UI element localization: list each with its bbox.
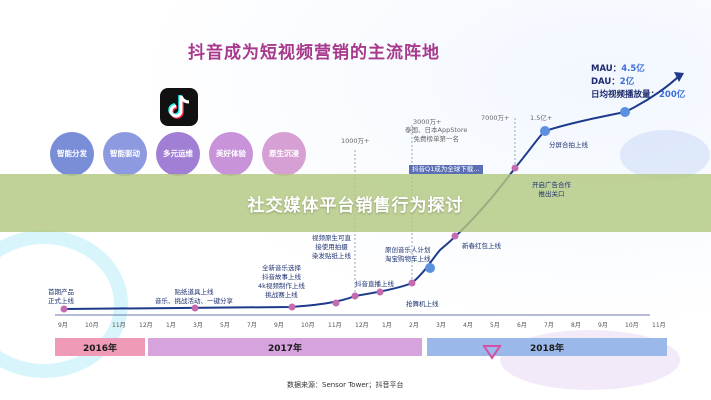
- growth-curve: [63, 74, 681, 310]
- year-bar-2017: [148, 338, 422, 356]
- month-tick-label: 5月: [220, 322, 230, 329]
- year-label-2018: 2018年: [529, 343, 565, 354]
- year-bar-2016: [55, 338, 145, 356]
- month-tick-label: 12月: [139, 322, 153, 329]
- users-70m-label: 7000万+: [481, 114, 510, 122]
- year-label-2017: 2017年: [267, 343, 303, 354]
- users-150m-label: 1.5亿+: [530, 114, 553, 122]
- stat-dau: DAU：2亿: [591, 77, 635, 87]
- month-tick-label: 9月: [274, 322, 284, 329]
- event-label: 首期产品 正式上线: [48, 288, 74, 305]
- feature-circle: 美好体验: [209, 132, 253, 176]
- stat-mau: MAU：4.5亿: [591, 64, 645, 74]
- month-tick-label: 12月: [355, 322, 369, 329]
- event-dot: [408, 279, 416, 287]
- note-appstore: 泰国、日本AppStore 免费榜单第一名: [405, 126, 468, 143]
- feature-circle: 智能分发: [50, 132, 94, 176]
- event-dot: [511, 164, 519, 172]
- feature-circle: 多元运维: [156, 132, 200, 176]
- event-label: 抖音直播上线: [355, 280, 394, 288]
- event-label: 贴纸道具上线 音乐、挑战活动、一键分享: [155, 288, 233, 305]
- event-label: 视频原生可直 接使用拍摄 染发贴纸上线: [312, 234, 351, 260]
- stats-panel: MAU：4.5亿 DAU：2亿 日均视频播放量：200亿: [591, 63, 685, 102]
- month-tick-label: 11月: [652, 322, 666, 329]
- banner-title: 社交媒体平台销售行为探讨: [247, 195, 464, 216]
- month-tick-label: 1月: [382, 322, 392, 329]
- month-tick-label: 5月: [490, 322, 500, 329]
- month-tick-label: 11月: [112, 322, 126, 329]
- play-marker-icon: [482, 345, 502, 360]
- event-dot: [351, 292, 359, 300]
- note-partial: 抖音Q1成为全球下载…: [409, 165, 483, 174]
- event-label: 全新音乐选择 抖音故事上线 4k视频制作上线 挑战赛上线: [258, 264, 305, 299]
- growth-curve-arrow: [674, 72, 684, 82]
- event-dot: [332, 299, 340, 307]
- month-tick-label: 10月: [301, 322, 315, 329]
- event-label: 抢舞机上线: [406, 300, 439, 308]
- month-tick-label: 11月: [328, 322, 342, 329]
- event-dot: [376, 288, 384, 296]
- month-tick-label: 2月: [409, 322, 419, 329]
- event-label: 新春红包上线: [462, 242, 501, 250]
- month-tick-label: 10月: [85, 322, 99, 329]
- event-label: 原创音乐人计划 淘宝购物车上线: [385, 246, 431, 263]
- month-tick-label: 8月: [571, 322, 581, 329]
- month-tick-label: 7月: [544, 322, 554, 329]
- page-title: 抖音成为短视频营销的主流阵地: [188, 43, 440, 63]
- event-dot: [540, 126, 550, 136]
- event-dot: [191, 304, 199, 312]
- month-tick-label: 6月: [517, 322, 527, 329]
- event-dot: [620, 107, 630, 117]
- overlay-banner: 社交媒体平台销售行为探讨: [0, 174, 711, 232]
- feature-circle: 原生沉浸: [262, 132, 306, 176]
- event-dot: [288, 303, 296, 311]
- event-dot: [60, 305, 68, 313]
- month-tick-label: 9月: [58, 322, 68, 329]
- month-tick-label: 10月: [625, 322, 639, 329]
- month-tick-label: 3月: [193, 322, 203, 329]
- month-tick-label: 9月: [598, 322, 608, 329]
- source-note: 数据来源：Sensor Tower；抖音平台: [287, 381, 404, 389]
- event-dot: [451, 232, 459, 240]
- bg-decoration: [620, 130, 710, 180]
- month-tick-label: 4月: [463, 322, 473, 329]
- note-ad: 开启广告合作 推出关口: [532, 181, 571, 198]
- month-tick-label: 3月: [436, 322, 446, 329]
- note-split-screen: 分屏合拍上线: [549, 141, 588, 149]
- douyin-logo-icon: [160, 88, 198, 126]
- event-dot: [425, 263, 435, 273]
- users-10m-label: 1000万+: [341, 137, 370, 145]
- month-tick-label: 7月: [247, 322, 257, 329]
- year-label-2016: 2016年: [82, 343, 118, 354]
- stat-daily-views: 日均视频播放量：200亿: [591, 90, 686, 100]
- feature-circle: 智能驱动: [103, 132, 147, 176]
- month-tick-label: 1月: [166, 322, 176, 329]
- users-30m-label: 3000万+: [413, 118, 442, 126]
